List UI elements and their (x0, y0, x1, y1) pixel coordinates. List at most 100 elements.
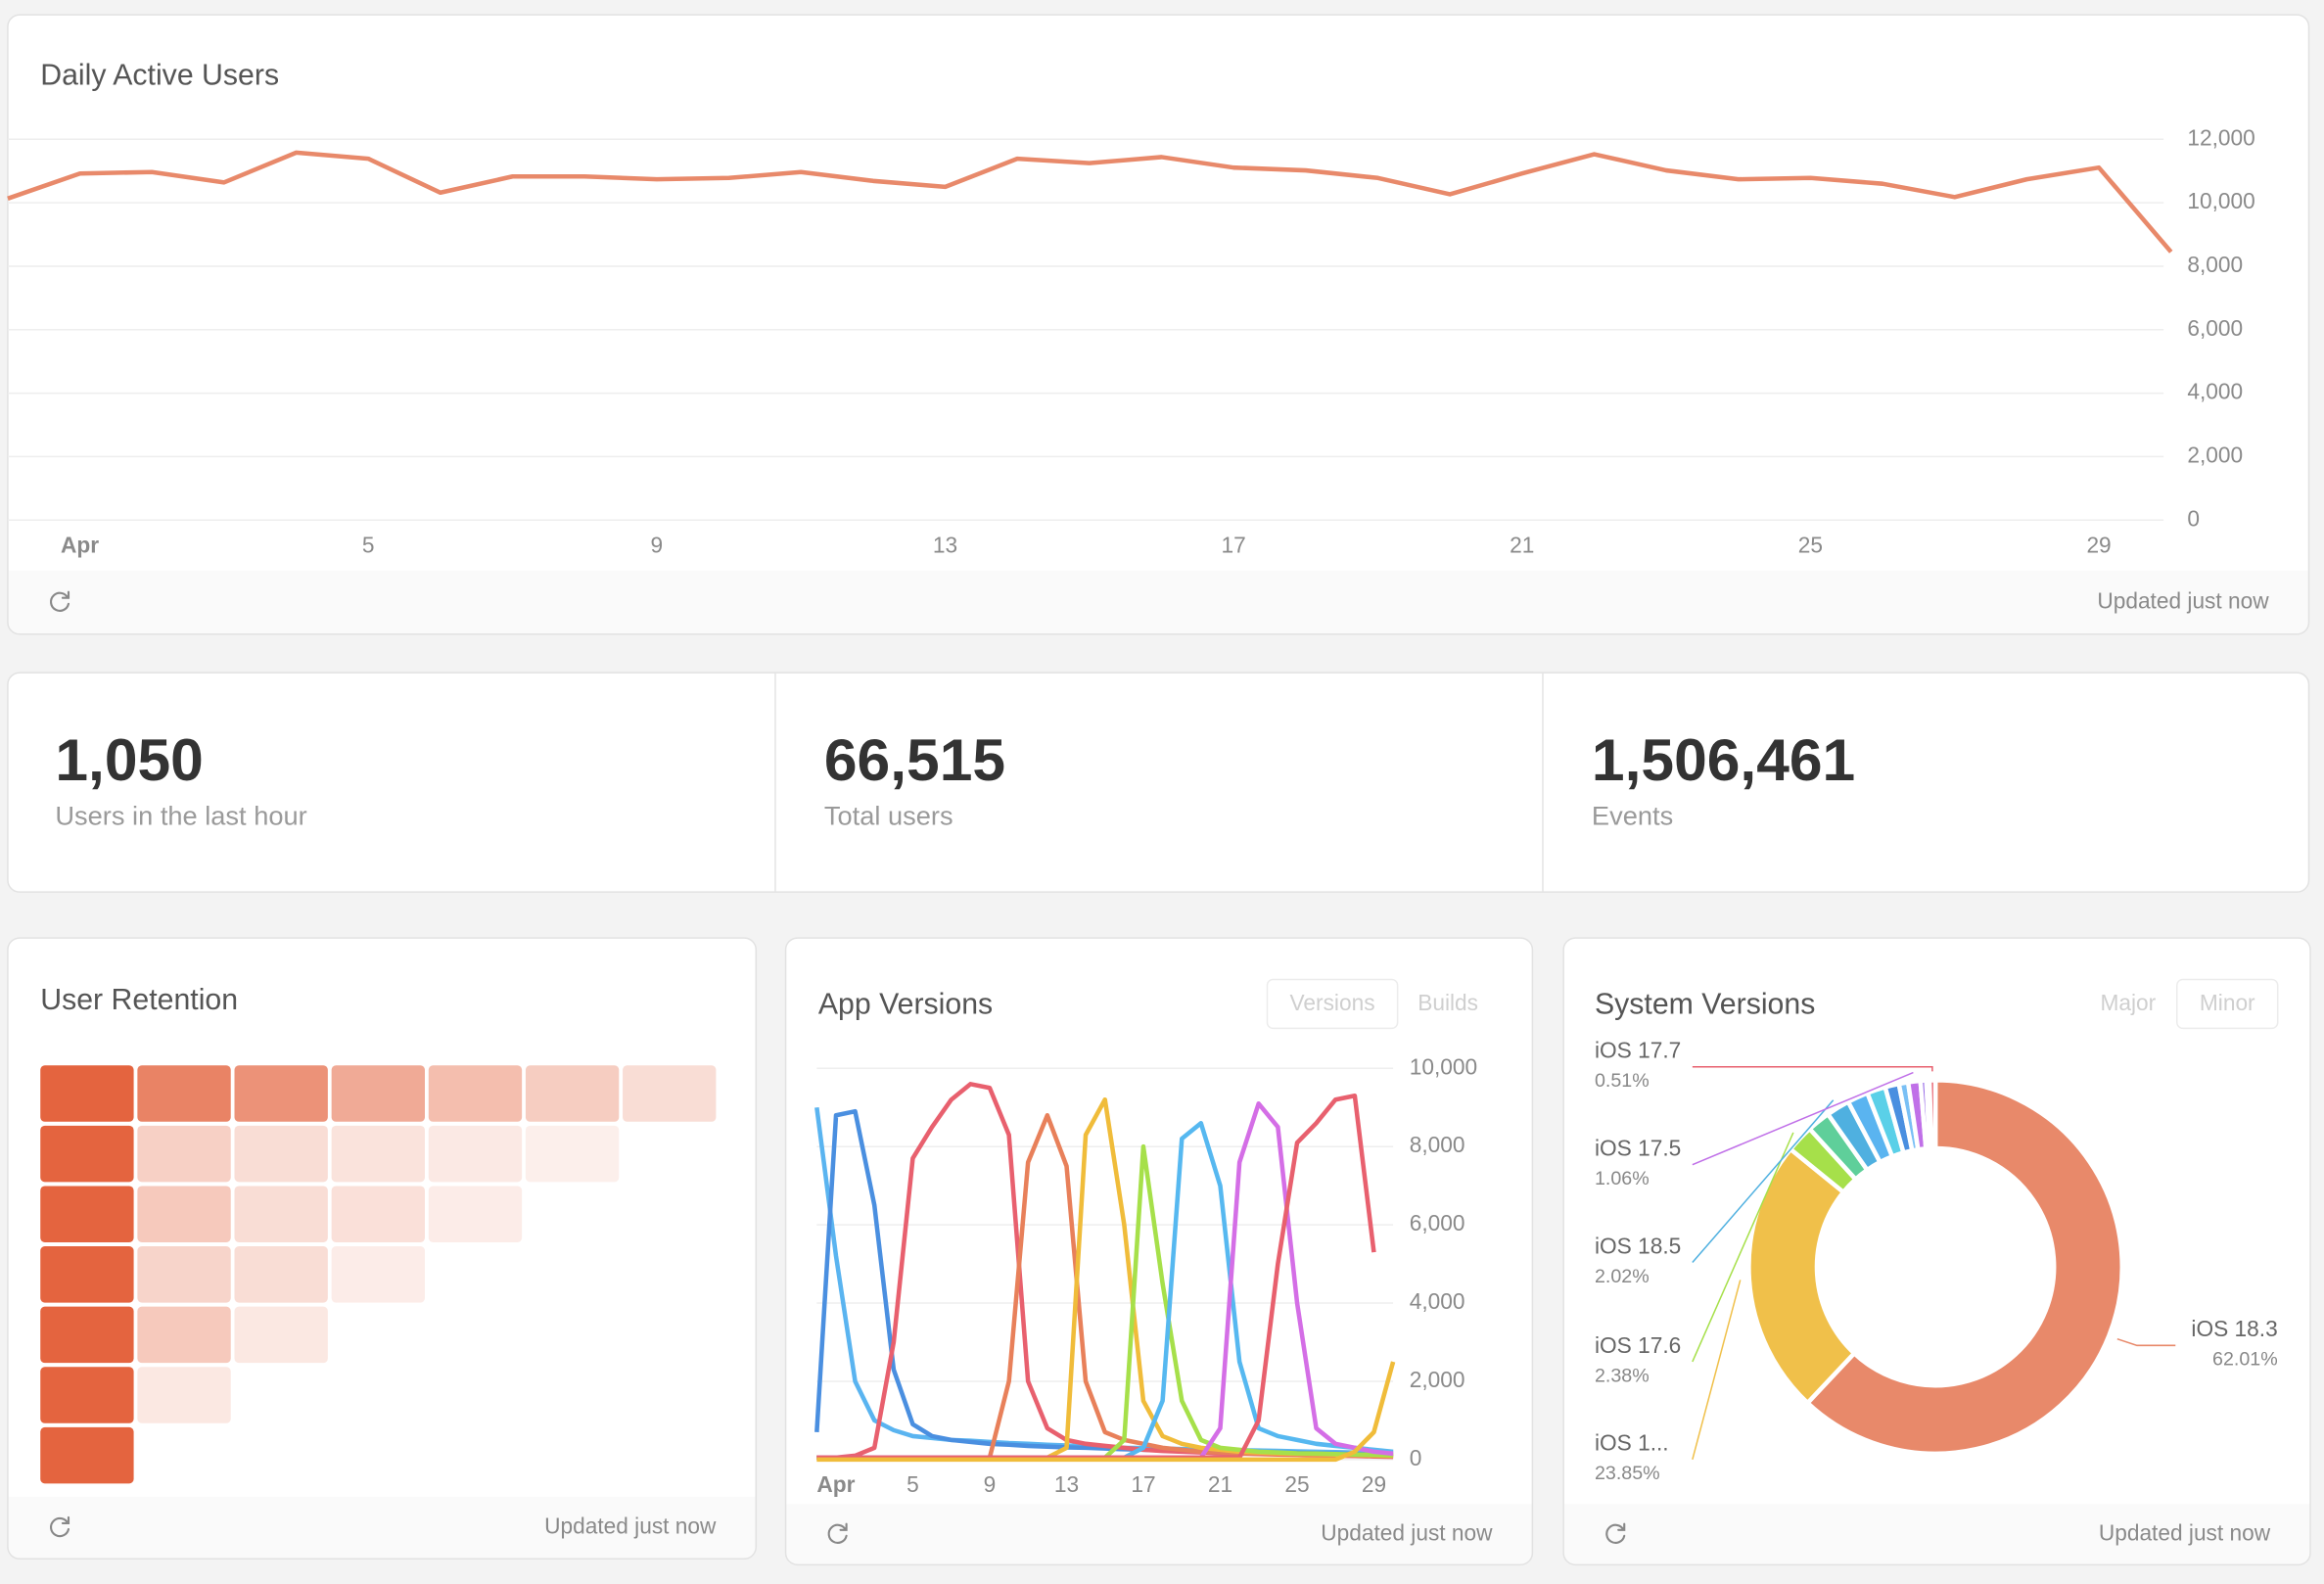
y-tick-label: 8,000 (1410, 1132, 1465, 1157)
retention-cell (40, 1125, 134, 1183)
card-border (784, 937, 1534, 1566)
y-tick-label: 2,000 (2187, 442, 2243, 467)
y-tick-label: 4,000 (2187, 379, 2243, 404)
card-title: App Versions (818, 989, 993, 1021)
slice-label: iOS 17.6 (1595, 1332, 1681, 1358)
toggle-label[interactable]: Major (2100, 990, 2156, 1015)
toggle-label[interactable]: Builds (1418, 990, 1478, 1015)
slice-label: iOS 17.7 (1595, 1038, 1681, 1063)
y-tick-label: 10,000 (1410, 1053, 1477, 1079)
x-tick-label: 9 (984, 1471, 997, 1497)
card-footer (1563, 1504, 2311, 1565)
retention-cell (40, 1426, 134, 1484)
x-tick-label: 29 (2086, 533, 2111, 558)
slice-label: iOS 1... (1595, 1430, 1669, 1456)
x-tick-label: 21 (1510, 533, 1534, 558)
retention-cell (40, 1367, 134, 1423)
leader-line (1692, 1071, 1914, 1166)
slice-label: iOS 17.5 (1595, 1136, 1681, 1161)
slice-label: iOS 18.5 (1595, 1233, 1681, 1258)
refresh-icon[interactable] (1605, 1522, 1626, 1544)
leader-line (1692, 1066, 1933, 1072)
retention-cell (137, 1306, 231, 1364)
card-title: System Versions (1595, 989, 1815, 1021)
y-tick-label: 12,000 (2187, 124, 2254, 150)
stat-value: 1,050 (55, 726, 203, 793)
toggle-button[interactable] (1266, 978, 1399, 1030)
x-tick-label: 25 (1798, 533, 1823, 558)
retention-cell (234, 1246, 328, 1303)
retention-cell (137, 1246, 231, 1303)
stat-label: Events (1592, 801, 1673, 831)
retention-cell (40, 1306, 134, 1364)
footer-status: Updated just now (544, 1513, 717, 1538)
retention-cell (525, 1125, 620, 1183)
card-title: Daily Active Users (40, 60, 279, 92)
y-tick-label: 8,000 (2187, 252, 2243, 277)
card-footer (7, 570, 2309, 634)
retention-cell (331, 1186, 426, 1242)
footer-status: Updated just now (2099, 1519, 2271, 1545)
refresh-icon[interactable] (49, 590, 70, 612)
toggle-label[interactable]: Versions (1290, 990, 1375, 1015)
y-tick-label: 2,000 (1410, 1367, 1465, 1392)
slice-value-label: 2.02% (1595, 1266, 1650, 1287)
refresh-icon[interactable] (827, 1522, 848, 1544)
card (7, 15, 2309, 634)
card-border (1562, 937, 2311, 1566)
slice-value-label: 1.06% (1595, 1168, 1650, 1189)
card-footer (7, 1496, 757, 1560)
retention-cell (137, 1186, 231, 1242)
x-tick-label: 13 (1054, 1471, 1079, 1497)
x-tick-label: 17 (1131, 1471, 1155, 1497)
x-tick-label: 21 (1208, 1471, 1232, 1497)
pie-slice (1805, 1078, 2125, 1457)
x-tick-label: 29 (1362, 1471, 1386, 1497)
slice-value-label: 2.38% (1595, 1365, 1650, 1386)
card-border (7, 672, 2310, 893)
stat-value: 66,515 (824, 726, 1005, 793)
retention-cell (40, 1065, 134, 1122)
card-title: User Retention (40, 984, 238, 1016)
stat-label: Total users (824, 801, 953, 831)
toggle-button[interactable] (2176, 978, 2279, 1030)
card-border (7, 937, 758, 1561)
slice-label: iOS 18.3 (2191, 1316, 2277, 1341)
slice-value-label: 0.51% (1595, 1070, 1650, 1092)
x-tick-label: 25 (1284, 1471, 1309, 1497)
y-tick-label: 10,000 (2187, 188, 2254, 213)
x-tick-label: 17 (1222, 533, 1246, 558)
retention-cell (234, 1065, 328, 1122)
card-footer (785, 1504, 1533, 1565)
card (7, 673, 2309, 893)
series-line (816, 1361, 1396, 1463)
x-tick-label: Apr (816, 1471, 855, 1497)
footer-status: Updated just now (1321, 1519, 1493, 1545)
slice-value-label: 23.85% (1595, 1463, 1660, 1484)
retention-cell (623, 1065, 717, 1122)
retention-cell (331, 1125, 426, 1183)
retention-cell (428, 1065, 523, 1122)
toggle-label[interactable]: Minor (2200, 990, 2255, 1015)
leader-line (2116, 1337, 2176, 1347)
retention-cell (525, 1065, 620, 1122)
x-tick-label: 9 (651, 533, 664, 558)
leader-line (1692, 1132, 1794, 1363)
x-tick-label: 5 (362, 533, 375, 558)
y-tick-label: 0 (2187, 505, 2200, 531)
footer-status: Updated just now (2097, 587, 2269, 613)
retention-cell (234, 1125, 328, 1183)
card (1563, 938, 2311, 1565)
retention-cell (40, 1246, 134, 1303)
retention-cell (331, 1065, 426, 1122)
stat-label: Users in the last hour (55, 801, 306, 831)
retention-cell (428, 1125, 523, 1183)
retention-cell (137, 1065, 231, 1122)
retention-cell (234, 1306, 328, 1364)
refresh-icon[interactable] (49, 1515, 70, 1538)
retention-cell (40, 1186, 134, 1242)
leader-line (1692, 1280, 1742, 1461)
x-tick-label: 5 (906, 1471, 919, 1497)
